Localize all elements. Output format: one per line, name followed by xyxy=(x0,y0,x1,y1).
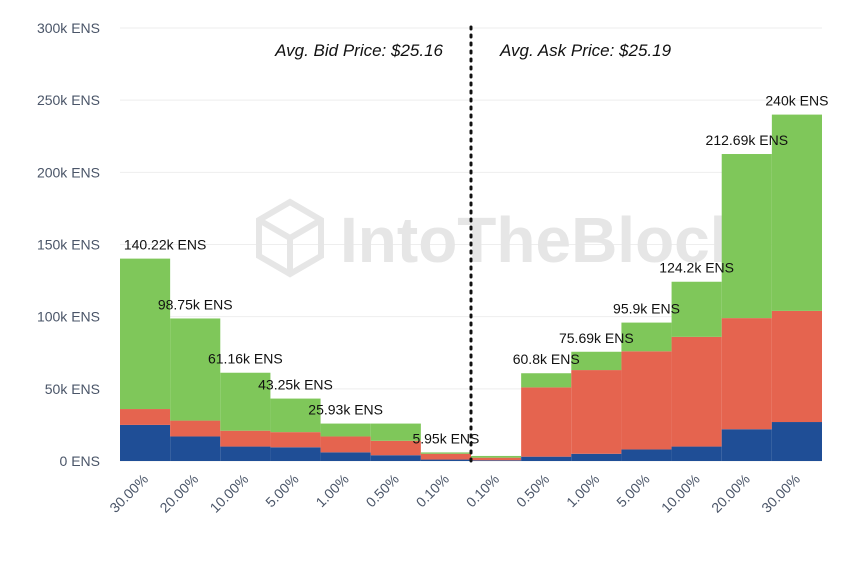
bar-segment-red xyxy=(471,457,522,461)
bar-segment-blue xyxy=(621,449,672,461)
data-label: 5.95k ENS xyxy=(412,430,479,446)
x-tick-label: 5.00% xyxy=(262,471,301,510)
bar-segment-blue xyxy=(671,446,722,461)
data-label: 98.75k ENS xyxy=(158,296,233,312)
bar-segment-green xyxy=(120,258,171,410)
bar-segment-green xyxy=(771,114,822,311)
bar-segment-blue xyxy=(120,424,171,461)
x-tick-label: 30.00% xyxy=(106,471,151,516)
x-tick-label: 20.00% xyxy=(156,471,201,516)
bar-segment-blue xyxy=(320,452,371,461)
bar-segment-red xyxy=(521,387,572,457)
bar-segment-red xyxy=(270,432,321,448)
y-tick-label: 300k ENS xyxy=(37,20,100,36)
bar-segment-red xyxy=(120,409,171,425)
data-label: 61.16k ENS xyxy=(208,351,283,367)
bar-segment-blue xyxy=(170,436,221,461)
bar-segment-green xyxy=(621,322,672,352)
bar-segment-red xyxy=(671,336,722,447)
data-label: 25.93k ENS xyxy=(308,402,383,418)
x-tick-label: 0.10% xyxy=(463,471,502,510)
x-tick-label: 30.00% xyxy=(758,471,803,516)
bar-segment-blue xyxy=(721,429,772,461)
bar-segment-blue xyxy=(370,455,421,461)
watermark-logo-icon xyxy=(256,198,324,278)
data-label: 75.69k ENS xyxy=(559,330,634,346)
bar-segment-blue xyxy=(270,447,321,461)
bar-segment-green xyxy=(420,452,471,454)
bar-segment-red xyxy=(721,318,772,430)
bar-segment-green xyxy=(521,373,572,388)
y-tick-label: 150k ENS xyxy=(37,237,100,253)
bar-segment-red xyxy=(420,453,471,460)
x-tick-label: 1.00% xyxy=(312,471,351,510)
bar-segment-red xyxy=(220,430,271,447)
bar-segment-red xyxy=(571,370,622,454)
bar-segment-green xyxy=(571,351,622,371)
data-labels: 140.22k ENS 98.75k ENS 61.16k ENS 43.25k EN… xyxy=(124,93,829,447)
bar-segment-blue xyxy=(771,422,822,461)
x-tick-label: 1.00% xyxy=(563,471,602,510)
y-tick-label: 200k ENS xyxy=(37,164,100,180)
bar-segment-red xyxy=(320,436,371,453)
y-tick-label: 50k ENS xyxy=(45,381,100,397)
x-axis: 30.00% 20.00% 10.00% 5.00% 1.00% 0.50% 0.10% 0.… xyxy=(106,471,803,516)
x-tick-label: 10.00% xyxy=(658,471,703,516)
data-label: 43.25k ENS xyxy=(258,377,333,393)
x-tick-label: 10.00% xyxy=(207,471,252,516)
bar-segment-blue xyxy=(521,456,572,461)
watermark-text: IntoTheBlock xyxy=(340,204,746,276)
bar-segment-green xyxy=(721,154,772,319)
y-axis: 0 ENS 50k ENS 100k ENS 150k ENS 200k ENS 250k… xyxy=(37,20,100,469)
data-label: 140.22k ENS xyxy=(124,237,207,253)
data-label: 95.9k ENS xyxy=(613,301,680,317)
watermark: IntoTheBlock xyxy=(256,198,746,278)
bar-segment-red xyxy=(370,440,421,456)
data-label: 60.8k ENS xyxy=(513,351,580,367)
x-tick-label: 0.50% xyxy=(513,471,552,510)
bar-segment-blue xyxy=(471,460,522,461)
bar-segment-green xyxy=(170,318,221,421)
y-tick-label: 0 ENS xyxy=(60,453,100,469)
bar-segment-blue xyxy=(571,453,622,461)
y-tick-label: 250k ENS xyxy=(37,92,100,108)
bar-segment-green xyxy=(471,455,522,458)
bar-stacks xyxy=(120,114,822,461)
x-tick-label: 0.10% xyxy=(413,471,452,510)
x-tick-label: 20.00% xyxy=(708,471,753,516)
bar-segment-green xyxy=(270,398,321,433)
bar-segment-green xyxy=(370,423,421,441)
bar-segment-green xyxy=(671,281,722,337)
bar-segment-green xyxy=(320,423,371,437)
bar-segment-red xyxy=(170,420,221,437)
bar-segment-blue xyxy=(220,446,271,461)
avg-ask-annotation: Avg. Ask Price: $25.19 xyxy=(499,41,672,60)
x-tick-label: 5.00% xyxy=(613,471,652,510)
data-label: 124.2k ENS xyxy=(659,260,734,276)
bar-segment-red xyxy=(771,310,822,423)
bar-segment-red xyxy=(621,351,672,450)
data-label: 212.69k ENS xyxy=(706,132,789,148)
data-label: 240k ENS xyxy=(765,93,828,109)
bar-segment-blue xyxy=(420,459,471,461)
x-tick-label: 0.50% xyxy=(363,471,402,510)
y-tick-label: 100k ENS xyxy=(37,309,100,325)
bar-segment-green xyxy=(220,372,271,431)
avg-bid-annotation: Avg. Bid Price: $25.16 xyxy=(274,41,443,60)
